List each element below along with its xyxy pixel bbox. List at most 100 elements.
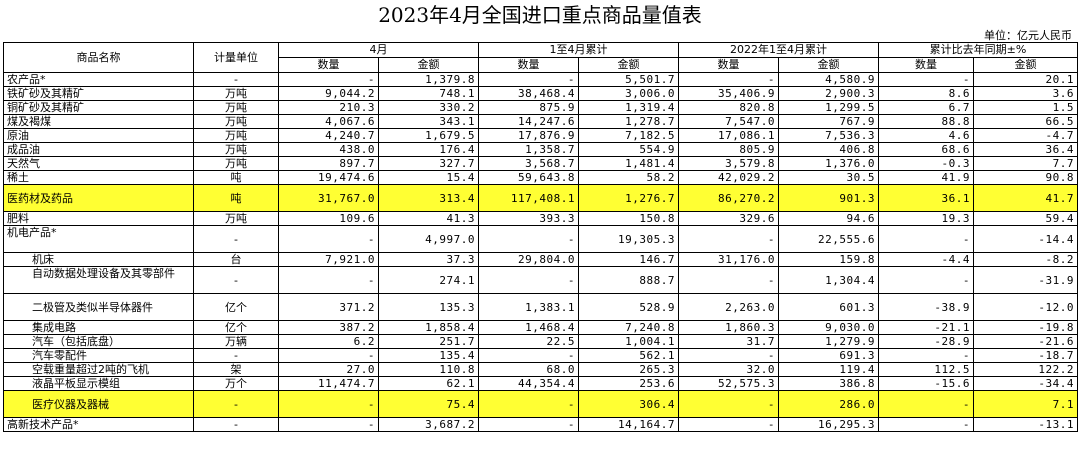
cell-qty: 4,067.6 <box>278 114 379 129</box>
cell-amt: 7,536.3 <box>778 128 879 143</box>
cell-name: 自动数据处理设备及其零部件 <box>3 266 194 294</box>
table-row: 煤及褐煤 万吨 4,067.6 343.1 14,247.6 1,278.7 7,547.0… <box>3 114 1079 129</box>
cell-name: 煤及褐煤 <box>3 114 194 129</box>
cell-amt: 1,304.4 <box>778 266 879 294</box>
table-row: 机床台 7,921.0 37.3 29,804.0 146.7 31,176.0 159.8… <box>3 252 1079 267</box>
cell-unit: - <box>193 390 279 418</box>
page-title: 2023年4月全国进口重点商品量值表 <box>378 3 702 27</box>
cell-amt: 37.3 <box>378 252 479 267</box>
table-row: 集成电路 亿个 387.2 1,858.4 1,468.4 7,240.8 1,860.3 9… <box>3 320 1079 335</box>
cell-amt: 554.9 <box>578 142 679 157</box>
cell-qty: 22.5 <box>478 334 579 349</box>
cell-qty: 117,408.1 <box>478 184 579 212</box>
cell-qty: 3,579.8 <box>678 156 779 171</box>
cell-qty: - <box>278 72 379 87</box>
cell-amt: 274.1 <box>378 266 479 294</box>
cell-amt: 251.7 <box>378 334 479 349</box>
cell-amt: 14,164.7 <box>578 417 679 432</box>
cell-amt: 528.9 <box>578 293 679 321</box>
cell-unit: - <box>193 225 279 253</box>
table-row: 空载重量超过2吨的飞机架 27.0 110.8 68.0 265.3 32.0 119.4 1… <box>3 362 1079 377</box>
cell-amt: 901.3 <box>778 184 879 212</box>
header-yoy: 累计比去年同期±% <box>877 42 1079 58</box>
cell-qty: - <box>878 417 974 432</box>
cell-amt: 146.7 <box>578 252 679 267</box>
table-row: 高新技术产品* - -3,687.2-14,164.7-16,295.3- -13.1 <box>3 417 1079 432</box>
cell-name: 汽车（包括底盘） <box>3 334 194 349</box>
cell-unit: 万吨 <box>193 156 279 171</box>
header-qty: 数量 <box>278 57 379 73</box>
cell-amt: 7.7 <box>972 156 1079 171</box>
cell-amt: 41.7 <box>972 184 1079 212</box>
cell-qty: 6.2 <box>278 334 379 349</box>
cell-amt: -21.6 <box>972 334 1079 349</box>
cell-qty: 875.9 <box>478 100 579 115</box>
cell-qty: 8.6 <box>878 86 974 101</box>
cell-name: 医疗仪器及器械 <box>3 390 194 418</box>
cell-unit: - <box>193 417 279 432</box>
cell-amt: 135.3 <box>378 293 479 321</box>
cell-qty: 86,270.2 <box>678 184 779 212</box>
cell-amt: 20.1 <box>972 72 1079 87</box>
cell-amt: 386.8 <box>778 376 879 391</box>
cell-qty: 44,354.4 <box>478 376 579 391</box>
cell-qty: - <box>478 266 579 294</box>
cell-qty: - <box>878 390 974 418</box>
cell-amt: 767.9 <box>778 114 879 129</box>
cell-name: 铜矿砂及其精矿 <box>3 100 194 115</box>
cell-qty: 9,044.2 <box>278 86 379 101</box>
cell-amt: 327.7 <box>378 156 479 171</box>
cell-amt: 286.0 <box>778 390 879 418</box>
cell-qty: 29,804.0 <box>478 252 579 267</box>
header-amt: 金额 <box>578 57 679 73</box>
cell-unit: 亿个 <box>193 293 279 321</box>
cell-qty: - <box>678 348 779 363</box>
cell-amt: 90.8 <box>972 170 1079 185</box>
cell-amt: 5,501.7 <box>578 72 679 87</box>
cell-qty: 52,575.3 <box>678 376 779 391</box>
cell-qty: 35,406.9 <box>678 86 779 101</box>
cell-amt: 62.1 <box>378 376 479 391</box>
cell-amt: 110.8 <box>378 362 479 377</box>
cell-name: 肥料 <box>3 211 194 226</box>
table-row: 农产品* - -1,379.8-5,501.7-4,580.9-20.1 <box>3 72 1079 87</box>
cell-qty: 7,547.0 <box>678 114 779 129</box>
cell-amt: 15.4 <box>378 170 479 185</box>
cell-amt: 3,006.0 <box>578 86 679 101</box>
cell-qty: 31,767.0 <box>278 184 379 212</box>
header-qty: 数量 <box>478 57 579 73</box>
cell-qty: 1,358.7 <box>478 142 579 157</box>
header-amt: 金额 <box>378 57 479 73</box>
cell-amt: 601.3 <box>778 293 879 321</box>
cell-name: 集成电路 <box>3 320 194 335</box>
cell-amt: 313.4 <box>378 184 479 212</box>
cell-amt: -8.2 <box>972 252 1079 267</box>
cell-qty: 31,176.0 <box>678 252 779 267</box>
cell-qty: 32.0 <box>678 362 779 377</box>
cell-qty: 88.8 <box>878 114 974 129</box>
cell-unit: 万个 <box>193 376 279 391</box>
cell-qty: -0.3 <box>878 156 974 171</box>
cell-amt: 159.8 <box>778 252 879 267</box>
cell-qty: 17,086.1 <box>678 128 779 143</box>
cell-qty: - <box>478 348 579 363</box>
table-row: 二极管及类似半导体器件 亿个 371.2 135.3 1,383.1 528.9 2,263… <box>3 293 1079 321</box>
cell-qty: 6.7 <box>878 100 974 115</box>
cell-qty: - <box>278 266 379 294</box>
cell-unit: 万吨 <box>193 100 279 115</box>
cell-amt: 36.4 <box>972 142 1079 157</box>
cell-amt: -19.8 <box>972 320 1079 335</box>
cell-qty: - <box>278 417 379 432</box>
cell-amt: 150.8 <box>578 211 679 226</box>
cell-name: 机电产品* <box>3 225 194 253</box>
cell-name: 二极管及类似半导体器件 <box>3 293 194 321</box>
cell-amt: 3,687.2 <box>378 417 479 432</box>
cell-amt: 1,278.7 <box>578 114 679 129</box>
cell-unit: 万辆 <box>193 334 279 349</box>
cell-qty: 17,876.9 <box>478 128 579 143</box>
import-table: 商品名称 计量单位 4月 1至4月累计 2022年1至4月累计 累计比去年同期±… <box>3 42 1079 432</box>
cell-amt: 1,276.7 <box>578 184 679 212</box>
cell-unit: - <box>193 72 279 87</box>
cell-qty: 68.0 <box>478 362 579 377</box>
cell-unit: 亿个 <box>193 320 279 335</box>
